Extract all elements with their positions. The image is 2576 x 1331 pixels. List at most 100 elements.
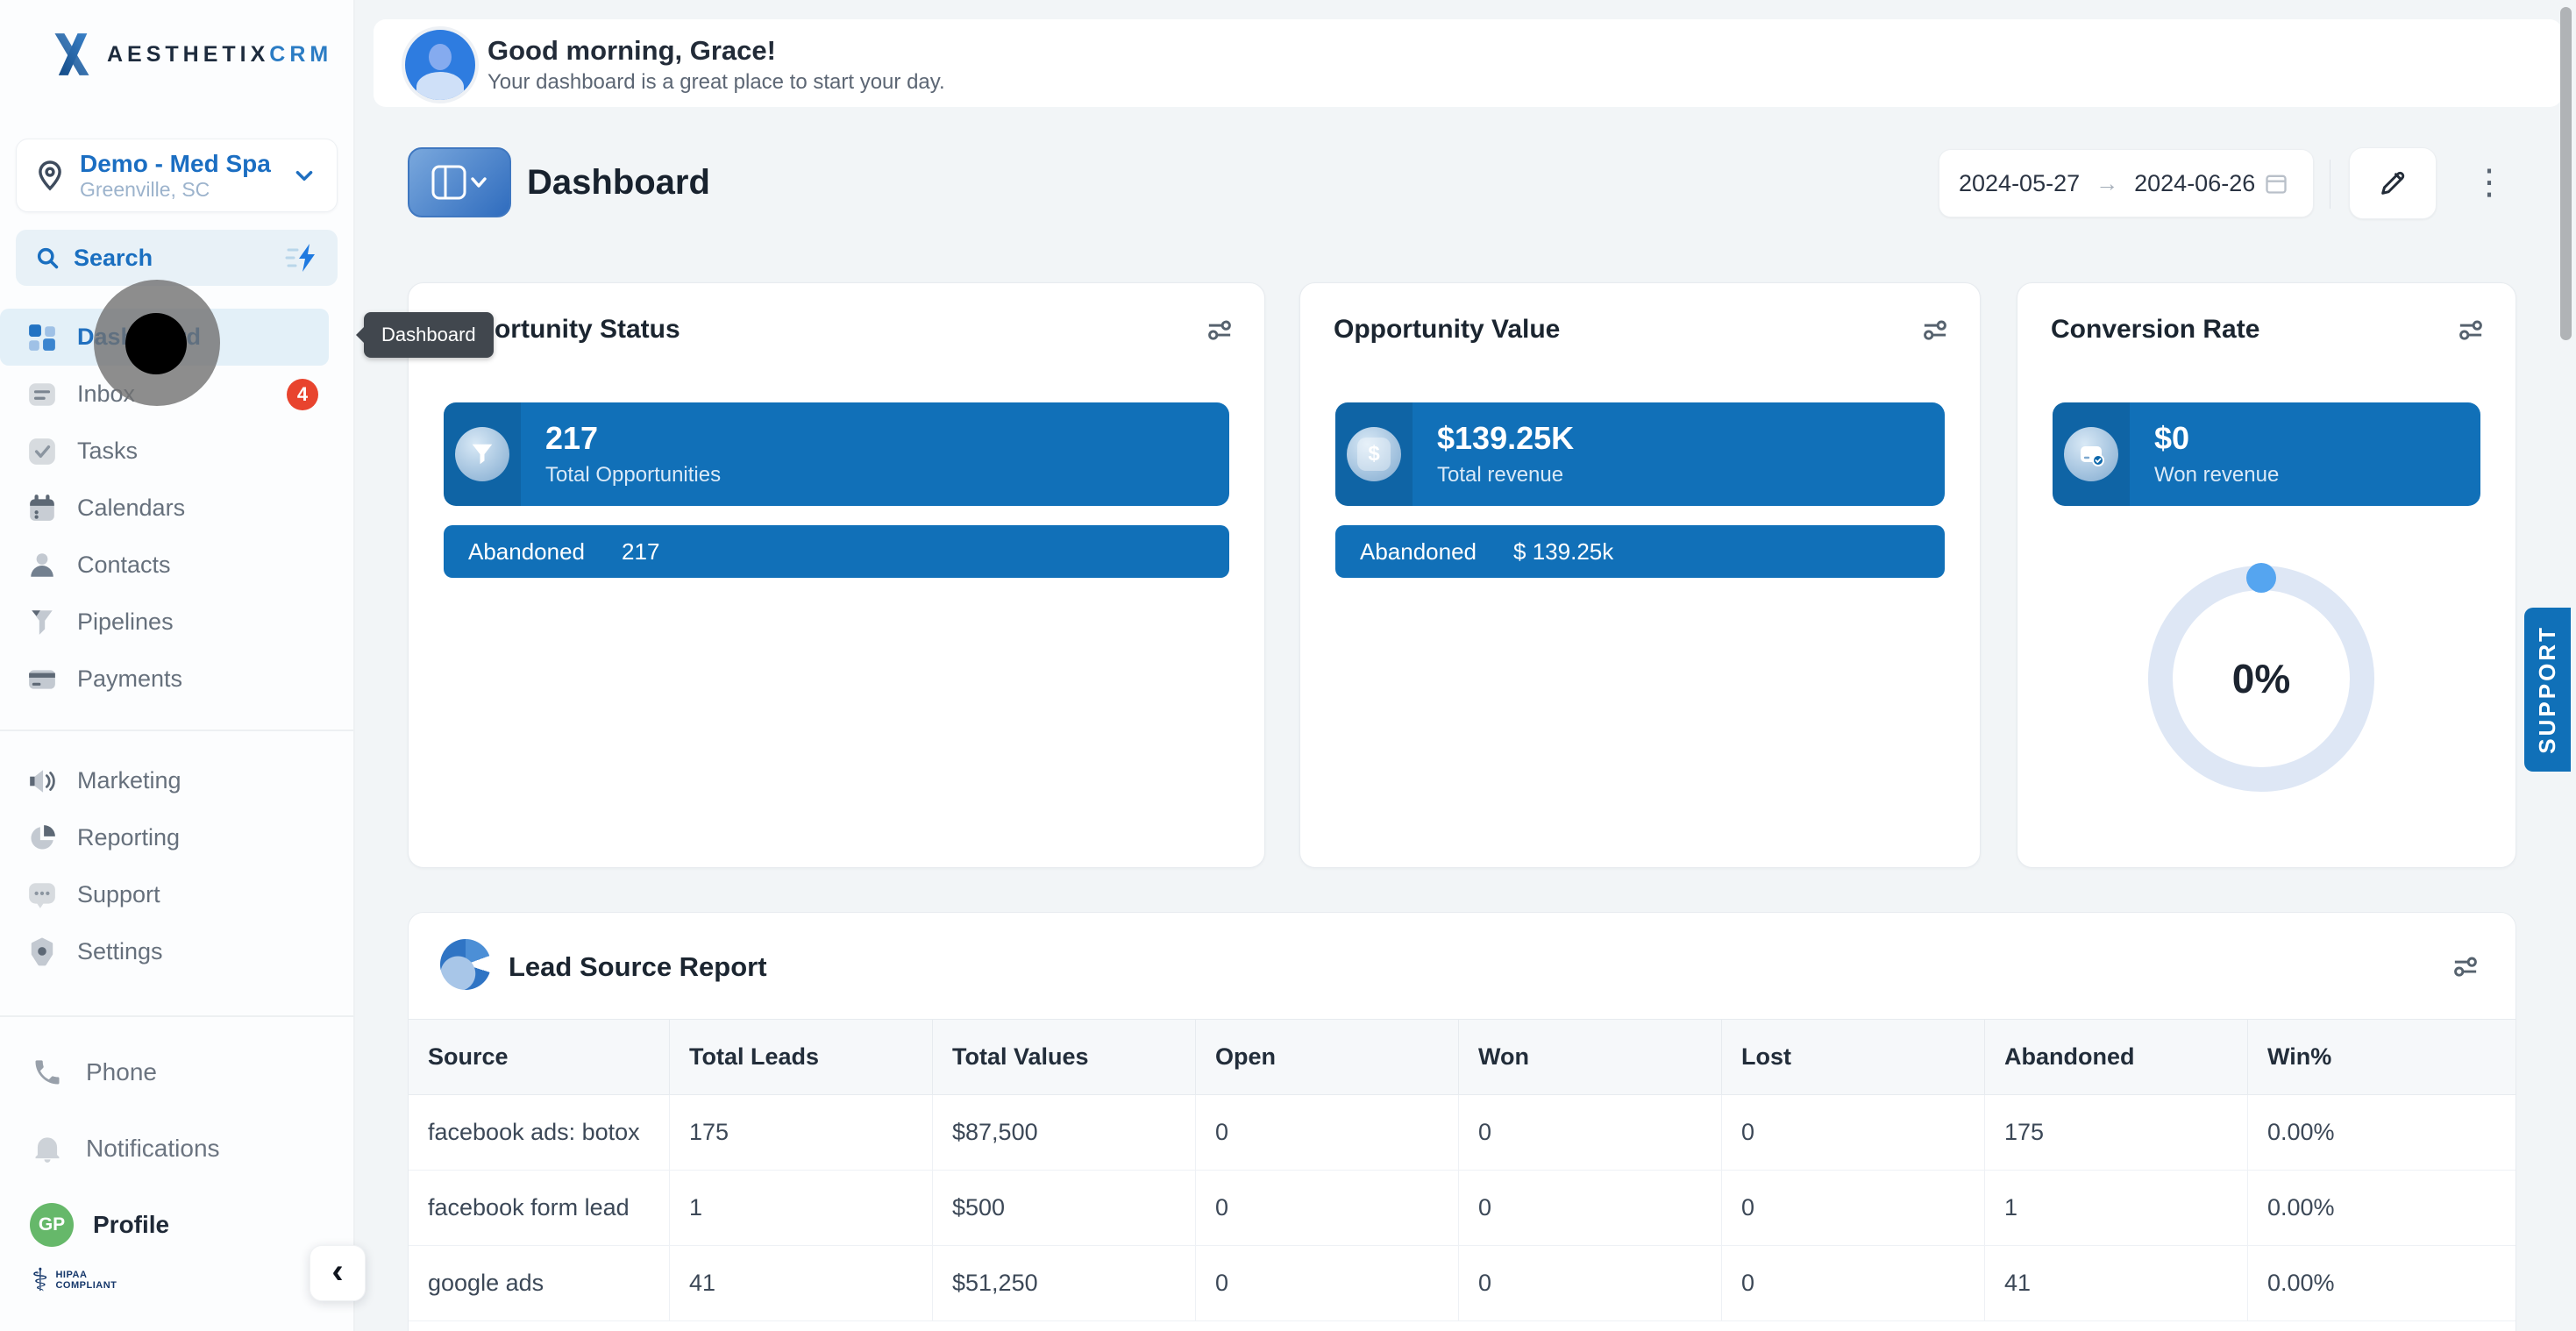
filter-icon[interactable] — [2456, 315, 2486, 345]
notifications-bell-icon — [30, 1131, 65, 1166]
page-title: Dashboard — [527, 163, 710, 202]
date-range-picker[interactable]: 2024-05-27 → 2024-06-26 — [1939, 149, 2314, 217]
sidebar-item-phone[interactable]: Phone — [0, 1042, 353, 1103]
cell-lost: 0 — [1721, 1171, 1984, 1245]
cell-abandoned: 41 — [1984, 1246, 2247, 1320]
sidebar-item-reporting[interactable]: Reporting — [0, 809, 353, 866]
conversion-rate-card: Conversion Rate — [2017, 282, 2516, 868]
cell-abandoned: 1 — [1984, 1171, 2247, 1245]
cell-win-pct: 0.00% — [2247, 1246, 2516, 1320]
dashboard-picker-button[interactable] — [408, 147, 511, 217]
sidebar-main-menu: Dashboard Inbox 4 Tasks Calendars — [0, 309, 353, 708]
search-icon — [37, 247, 59, 269]
cell-abandoned: 175 — [1984, 1095, 2247, 1170]
sidebar-item-label: Phone — [86, 1058, 157, 1085]
stat-label: Abandoned — [468, 537, 586, 565]
abandoned-stat-row: Abandoned 217 — [444, 525, 1229, 578]
more-options-button[interactable]: ⋮ — [2470, 151, 2508, 214]
sidebar-item-payments[interactable]: Payments — [0, 651, 353, 708]
location-name: Demo - Med Spa — [80, 149, 271, 177]
column-header[interactable]: Open — [1195, 1020, 1458, 1094]
sidebar-item-marketing[interactable]: Marketing — [0, 752, 353, 809]
gauge-progress-dot — [2246, 563, 2276, 593]
edit-dashboard-button[interactable] — [2349, 147, 2437, 219]
sidebar-item-tasks[interactable]: Tasks — [0, 423, 353, 480]
cell-total-leads: 1 — [669, 1171, 932, 1245]
cell-total-values: $500 — [932, 1171, 1195, 1245]
sidebar-item-label: Pipelines — [77, 609, 174, 635]
won-revenue-banner: $0 Won revenue — [2053, 402, 2480, 506]
hipaa-line2: COMPLIANT — [55, 1280, 117, 1291]
sidebar-item-label: Notifications — [86, 1135, 220, 1162]
dashboard-icon — [26, 322, 58, 353]
sidebar-item-settings[interactable]: Settings — [0, 923, 353, 980]
calendar-icon — [26, 493, 58, 524]
search-input[interactable]: Search — [16, 230, 338, 286]
cell-win-pct: 0.00% — [2247, 1171, 2516, 1245]
funnel-icon — [455, 427, 509, 481]
tooltip-arrow — [356, 326, 365, 344]
vertical-scrollbar[interactable] — [2560, 7, 2572, 340]
support-tab-label: SUPPORT — [2534, 625, 2560, 754]
cell-source: facebook form lead — [428, 1194, 630, 1221]
edit-pencil-icon — [2381, 171, 2405, 195]
sidebar-divider — [0, 1015, 353, 1017]
layout-picker-icon — [431, 165, 487, 200]
filter-icon[interactable] — [1920, 315, 1950, 345]
collapse-chevron-icon: ‹ — [331, 1252, 344, 1291]
sidebar-item-pipelines[interactable]: Pipelines — [0, 594, 353, 651]
ai-bolt-icon — [285, 244, 315, 272]
column-header[interactable]: Abandoned — [1984, 1020, 2247, 1094]
cell-source: google ads — [428, 1270, 544, 1296]
date-end: 2024-06-26 — [2134, 169, 2256, 196]
collapse-sidebar-button[interactable]: ‹ — [310, 1245, 366, 1301]
total-opportunities-banner: 217 Total Opportunities — [444, 402, 1229, 506]
sidebar-item-label: Settings — [77, 938, 163, 964]
filter-icon[interactable] — [1205, 315, 1235, 345]
tooltip-text: Dashboard — [381, 324, 476, 345]
sidebar-item-profile[interactable]: GP Profile — [0, 1194, 353, 1256]
sidebar-item-inbox[interactable]: Inbox 4 — [0, 366, 353, 423]
sidebar-item-support[interactable]: Support — [0, 866, 353, 923]
sidebar-secondary-menu: Marketing Reporting Support Settings — [0, 752, 353, 980]
sidebar-item-contacts[interactable]: Contacts — [0, 537, 353, 594]
sidebar-item-label: Tasks — [77, 438, 139, 464]
sidebar-item-label: Payments — [77, 666, 183, 692]
column-header[interactable]: Lost — [1721, 1020, 1984, 1094]
sidebar-item-label: Support — [77, 881, 160, 908]
greeting-banner: Good morning, Grace! Your dashboard is a… — [374, 19, 2562, 107]
brand-name: AESTHETIX — [107, 41, 270, 67]
location-pin-icon — [39, 160, 61, 191]
table-row: google ads 41 $51,250 0 0 0 41 0.00% — [409, 1246, 2516, 1321]
inbox-unread-badge: 4 — [287, 378, 318, 410]
column-header[interactable]: Win% — [2247, 1020, 2516, 1094]
total-opportunities-label: Total Opportunities — [545, 463, 722, 487]
cell-win-pct: 0.00% — [2247, 1095, 2516, 1170]
total-revenue-label: Total revenue — [1437, 463, 1564, 487]
cell-won: 0 — [1458, 1171, 1721, 1245]
column-header[interactable]: Total Values — [932, 1020, 1195, 1094]
column-header[interactable]: Won — [1458, 1020, 1721, 1094]
column-header[interactable]: Total Leads — [669, 1020, 932, 1094]
greeting-title: Good morning, Grace! — [487, 35, 776, 66]
column-header[interactable]: Source — [428, 1043, 509, 1070]
brand-suffix: CRM — [269, 41, 333, 67]
support-tab[interactable]: SUPPORT — [2524, 608, 2571, 772]
sidebar-item-label: Calendars — [77, 495, 186, 521]
cell-won: 0 — [1458, 1246, 1721, 1320]
sidebar-item-notifications[interactable]: Notifications — [0, 1118, 353, 1179]
support-chat-icon — [26, 879, 58, 911]
cell-won: 0 — [1458, 1095, 1721, 1170]
cell-source: facebook ads: botox — [428, 1119, 640, 1145]
sidebar-item-dashboard[interactable]: Dashboard — [0, 309, 329, 366]
cell-total-values: $87,500 — [932, 1095, 1195, 1170]
reporting-icon — [26, 822, 58, 854]
sidebar-item-label: Reporting — [77, 824, 181, 851]
dollar-icon: $ — [1347, 427, 1401, 481]
sidebar-item-label: Dashboard — [77, 324, 202, 350]
filter-icon[interactable] — [2451, 951, 2480, 981]
stat-value: $ 139.25k — [1513, 537, 1614, 565]
profile-label: Profile — [93, 1211, 170, 1238]
sidebar-item-calendars[interactable]: Calendars — [0, 480, 353, 537]
location-switcher[interactable]: Demo - Med Spa Greenville, SC — [16, 139, 338, 212]
